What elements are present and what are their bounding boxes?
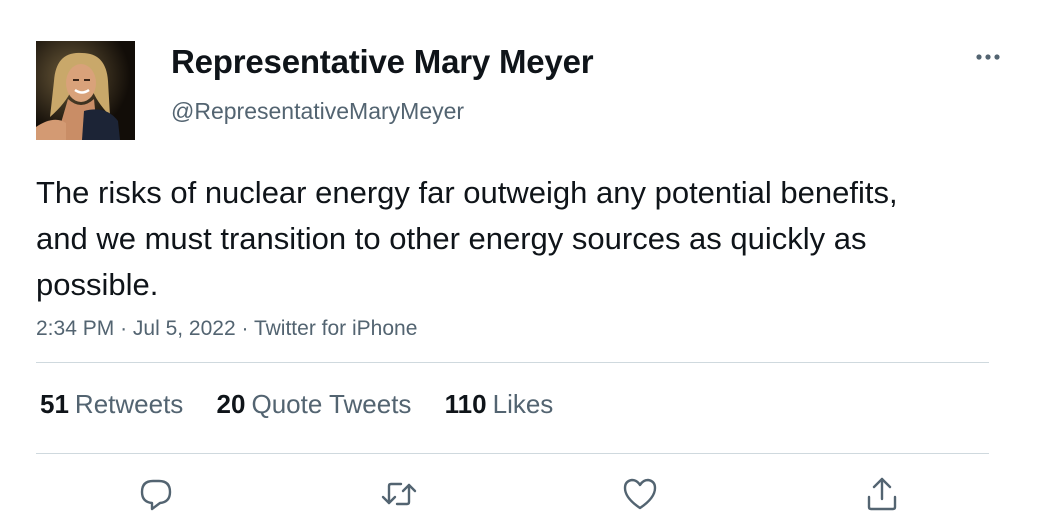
share-button[interactable] [862,474,902,514]
retweets-label: Retweets [74,389,184,419]
like-button[interactable] [620,474,660,514]
likes-stat[interactable]: 110 Likes [445,387,554,421]
quote-tweets-label: Quote Tweets [251,389,412,419]
more-icon [976,54,1000,60]
tweet-text: The risks of nuclear energy far outweigh… [36,175,898,302]
divider [36,453,989,454]
more-options-button[interactable] [966,40,1010,74]
retweet-icon [381,482,417,506]
tweet-meta: 2:34 PM · Jul 5, 2022 · Twitter for iPho… [36,314,417,344]
tweet-source[interactable]: Twitter for iPhone [253,317,418,340]
avatar[interactable] [36,41,135,140]
meta-separator: · [241,317,249,340]
author-display-name[interactable]: Representative Mary Meyer [171,43,594,80]
author-handle[interactable]: @RepresentativeMaryMeyer [171,98,465,124]
divider [36,362,989,363]
share-icon [867,477,897,511]
tweet-time[interactable]: 2:34 PM [36,317,115,340]
reply-button[interactable] [136,474,176,514]
quote-tweets-stat[interactable]: 20 Quote Tweets [217,387,412,421]
retweets-stat[interactable]: 51 Retweets [40,387,183,421]
profile-photo-icon [36,41,135,140]
heart-icon [623,478,657,510]
retweet-button[interactable] [379,474,419,514]
likes-count: 110 [444,389,487,419]
likes-label: Likes [492,389,554,419]
quote-tweets-count: 20 [216,389,246,419]
retweets-count: 51 [40,389,69,419]
tweet-date[interactable]: Jul 5, 2022 [132,317,236,340]
tweet-stats: 51 Retweets 20 Quote Tweets 110 Likes [40,387,579,421]
meta-separator: · [120,317,128,340]
reply-icon [140,479,172,511]
